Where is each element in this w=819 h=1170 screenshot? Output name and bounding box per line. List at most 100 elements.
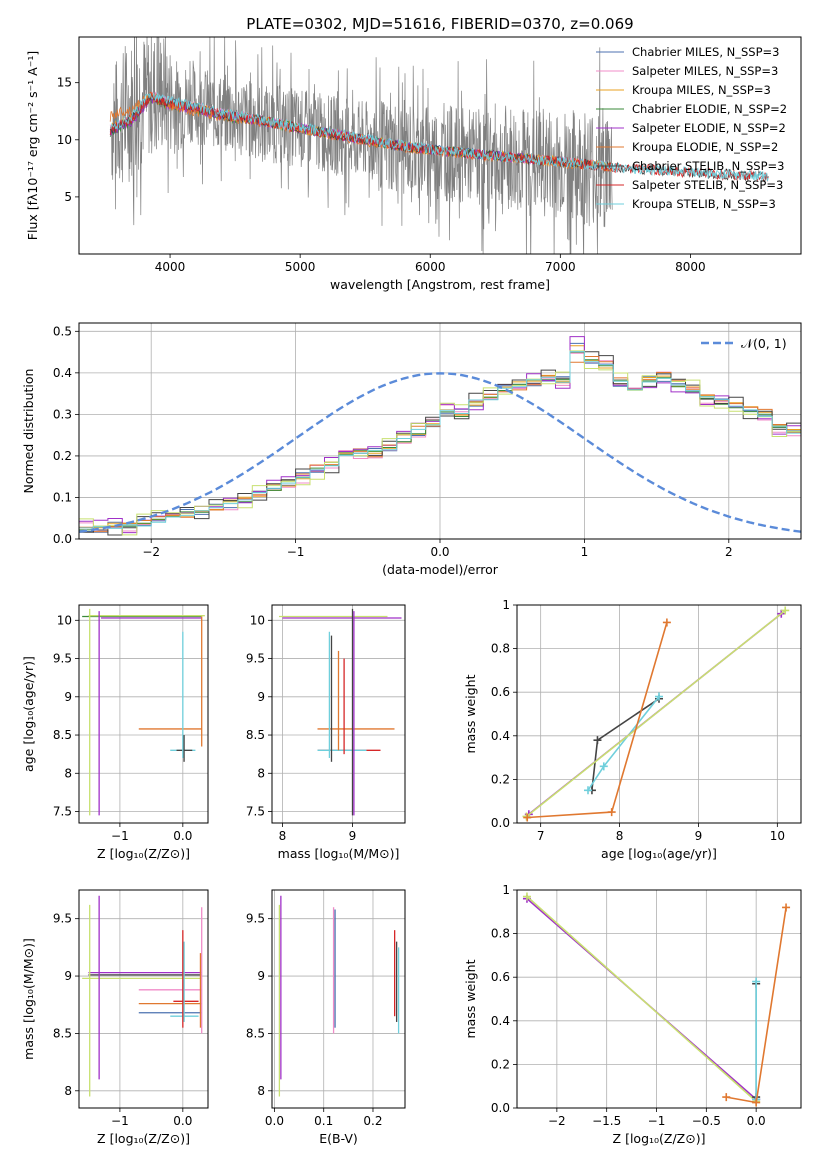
y-tick-label: 0.0 (53, 532, 72, 546)
x-tick-label: 1 (581, 545, 589, 559)
legend: Chabrier MILES, N_SSP=3 Salpeter MILES, N… (596, 45, 787, 211)
x-tick-label: 4000 (155, 260, 186, 274)
axes: −2 −1.5 −1 −0.5 0.0 0.0 0.2 0.4 0.6 0.8 1 Z [log₁₀(… (463, 883, 802, 1146)
legend-label: Kroupa STELIB, N_SSP=3 (632, 197, 776, 211)
axes-frame (516, 604, 802, 824)
y-tick-label: 9 (257, 969, 265, 983)
mass-weight-point (523, 813, 532, 822)
legend-label: Salpeter STELIB, N_SSP=3 (632, 178, 783, 192)
plot-area (82, 608, 205, 816)
x-tick-label: 0.0 (173, 829, 192, 843)
x-tick-label: −0.5 (692, 1114, 721, 1128)
weight-vs-age-panel: 7 8 9 10 0.0 0.2 0.4 0.6 0.8 1 age [log₁₀(age/yr)]… (463, 598, 802, 861)
axes-frame (78, 889, 209, 1109)
x-tick-label: 0.0 (430, 545, 449, 559)
y-tick-label: 0.2 (491, 1057, 510, 1071)
x-tick-label: 7 (537, 829, 545, 843)
mass-weight-line (526, 609, 786, 818)
mass-weight-point (607, 808, 616, 817)
x-tick-label: 0.0 (747, 1114, 766, 1128)
age-vs-z-panel: −1 0.0 7.5 8 8.5 9 9.5 10 Z [log₁₀(Z/Z⊙)] age [lo… (21, 604, 209, 861)
x-tick-label: −1.5 (592, 1114, 621, 1128)
legend-label: Chabrier STELIB, N_SSP=3 (632, 159, 784, 173)
x-tick-label: 2 (725, 545, 733, 559)
y-tick-label: 9 (257, 690, 265, 704)
mass-weight-point (593, 736, 602, 745)
x-axis-label: (data-model)/error (382, 562, 499, 577)
y-axis-label: mass [log₁₀(M/M⊙)] (21, 938, 36, 1060)
y-tick-label: 0.6 (491, 685, 510, 699)
y-tick-label: 9 (64, 690, 72, 704)
x-tick-label: −1 (648, 1114, 666, 1128)
y-tick-label: 0.4 (491, 729, 510, 743)
y-tick-label: 0.0 (491, 1101, 510, 1115)
x-tick-label: −2 (142, 545, 160, 559)
plot-area (278, 895, 400, 1097)
x-tick-label: 0.2 (363, 1114, 382, 1128)
x-tick-label: 10 (770, 829, 785, 843)
mass-weight-line (591, 698, 660, 791)
mass-weight-line (587, 696, 660, 791)
y-tick-label: 5 (64, 190, 72, 204)
y-tick-label: 8.5 (53, 728, 72, 742)
y-tick-label: 9.5 (53, 912, 72, 926)
mass-weight-point (584, 786, 592, 795)
y-tick-label: 8 (257, 766, 265, 780)
axes: 7 8 9 10 0.0 0.2 0.4 0.6 0.8 1 age [log₁₀(age/yr)]… (463, 598, 802, 861)
mass-vs-z-panel: −1 0.0 8 8.5 9 9.5 Z [log₁₀(Z/Z⊙)] mass [log₁₀(… (21, 889, 209, 1146)
grid (79, 323, 801, 540)
y-tick-label: 9.5 (246, 912, 265, 926)
y-axis-label: mass weight (463, 959, 478, 1038)
mass-weight-point (655, 692, 663, 701)
y-tick-label: 10 (57, 133, 72, 147)
x-tick-label: −2 (548, 1114, 566, 1128)
legend-label: Chabrier ELODIE, N_SSP=2 (632, 102, 787, 116)
axes-frame (78, 322, 802, 540)
mass-weight-point (782, 903, 791, 912)
histogram-step-line (79, 351, 801, 529)
x-tick-label: 7000 (545, 260, 576, 274)
mass-weight-point (752, 1098, 761, 1107)
x-tick-label: −1 (111, 829, 129, 843)
axes: 8 9 7.5 8 8.5 9 9.5 10 mass [log₁₀(M/M⊙)] (246, 604, 406, 861)
gaussian-curve (79, 372, 801, 533)
x-tick-label: −1 (111, 1114, 129, 1128)
y-axis-label: Normed distribution (21, 369, 36, 494)
y-tick-label: 0.6 (491, 970, 510, 984)
legend-label: Chabrier MILES, N_SSP=3 (632, 45, 779, 59)
grid (272, 890, 405, 1108)
grid (79, 605, 208, 823)
x-tick-label: 0.0 (173, 1114, 192, 1128)
plot-area (522, 606, 790, 822)
age-vs-mass-panel: 8 9 7.5 8 8.5 9 9.5 10 mass [log₁₀(M/M⊙)] (246, 604, 406, 861)
y-tick-label: 8 (64, 766, 72, 780)
y-tick-label: 0.1 (53, 490, 72, 504)
y-axis-label: mass weight (463, 674, 478, 753)
mass-weight-point (752, 977, 761, 986)
y-tick-label: 0.2 (53, 449, 72, 463)
histogram-step-line (79, 336, 801, 534)
y-tick-label: 0.8 (491, 927, 510, 941)
y-tick-label: 15 (57, 76, 72, 90)
y-tick-label: 7.5 (53, 805, 72, 819)
legend-label: Kroupa MILES, N_SSP=3 (632, 83, 771, 97)
y-axis-label: age [log₁₀(age/yr)] (21, 656, 36, 772)
mass-weight-point (722, 1093, 731, 1102)
axes: −1 0.0 8 8.5 9 9.5 Z [log₁₀(Z/Z⊙)] mass [log₁₀(… (21, 889, 209, 1146)
mass-weight-line (527, 622, 668, 819)
axes-frame (78, 36, 802, 255)
y-tick-label: 0.3 (53, 407, 72, 421)
histogram-step-line (79, 351, 801, 531)
plot-area (82, 895, 203, 1097)
x-axis-label: wavelength [Angstrom, rest frame] (330, 277, 550, 292)
y-tick-label: 0.4 (53, 366, 72, 380)
legend-label: Salpeter MILES, N_SSP=3 (632, 64, 778, 78)
axes: −2 −1 0.0 1 2 0.0 0.1 0.2 0.3 0.4 0.5 (data-model)/… (21, 322, 802, 577)
histogram-step-line (79, 356, 801, 533)
x-axis-label: Z [log₁₀(Z/Z⊙)] (613, 1131, 706, 1146)
legend-label: 𝒩(0, 1) (741, 336, 787, 351)
mass-weight-point (662, 618, 671, 627)
y-tick-label: 8.5 (53, 1026, 72, 1040)
plot-area (109, 37, 769, 254)
